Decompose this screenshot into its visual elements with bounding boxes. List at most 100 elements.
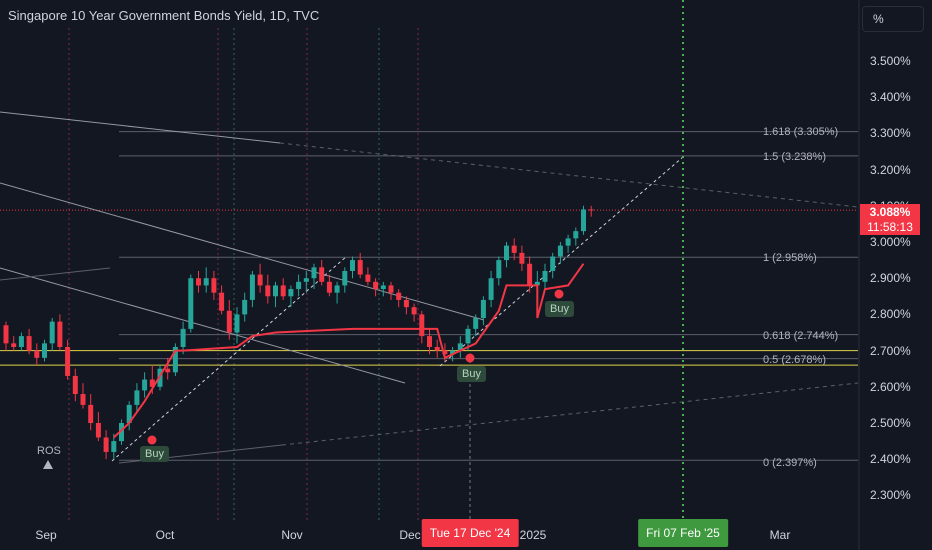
candle-body <box>80 394 86 405</box>
candle-body <box>442 350 448 355</box>
candle-body <box>534 281 540 286</box>
buy-signal-dot <box>465 353 475 363</box>
candle-body <box>527 263 533 286</box>
candle-body <box>411 307 417 315</box>
candle-body <box>196 278 201 286</box>
candle-body <box>396 292 402 300</box>
candle-body <box>203 278 209 286</box>
candle-body <box>519 252 525 264</box>
candle-body <box>311 267 317 279</box>
price-tick: 2.700% <box>870 343 911 358</box>
price-tick: 3.200% <box>870 162 911 177</box>
time-tick: Nov <box>281 528 303 542</box>
last-price-tag: 3.088% 11:58:13 <box>860 204 920 235</box>
candle-body <box>165 368 171 373</box>
candle-body <box>373 281 379 290</box>
candle-body <box>26 336 32 351</box>
buy-signal-label: Buy <box>457 366 486 382</box>
price-tick: 2.900% <box>870 271 911 286</box>
candle-body <box>242 299 248 315</box>
trend-line <box>0 111 281 144</box>
time-tick: Mar <box>769 528 791 542</box>
ros-marker-label: ROS <box>37 445 61 457</box>
trend-line-extension <box>281 382 859 446</box>
candle-body <box>296 281 302 290</box>
candle-body <box>573 231 579 239</box>
unit-button[interactable]: % <box>862 6 924 32</box>
candle-body <box>234 314 240 333</box>
candle-body <box>557 245 563 257</box>
buy-signal-label: Buy <box>545 301 574 317</box>
up-triangle-icon <box>43 460 53 469</box>
candle-body <box>488 278 494 300</box>
candle-body <box>11 343 17 347</box>
candle-body <box>480 299 486 319</box>
last-price-value: 3.088% <box>869 205 911 219</box>
buy-signal-dot <box>147 435 157 445</box>
fib-level-label: 1.618 (3.305%) <box>763 126 839 138</box>
candle-body <box>350 260 355 271</box>
fib-level-label: 0 (2.397%) <box>763 457 817 469</box>
candle-body <box>465 328 471 344</box>
buy-signal-dot <box>554 289 564 299</box>
trend-line <box>0 182 485 321</box>
candle-body <box>95 423 101 438</box>
candle-body <box>419 314 425 337</box>
candle-body <box>65 346 71 376</box>
candle-body <box>119 423 124 442</box>
candle-body <box>3 325 9 344</box>
candle-body <box>457 343 463 351</box>
candle-body <box>357 260 363 275</box>
projection-date-badge: Fri 07 Feb '25 <box>638 519 728 547</box>
chart-title: Singapore 10 Year Government Bonds Yield… <box>8 8 320 23</box>
time-tick: Dec <box>399 528 421 542</box>
fib-level-label: 0.618 (2.744%) <box>763 330 839 342</box>
candle-body <box>380 285 386 290</box>
price-tick: 3.400% <box>870 90 911 105</box>
trend-line-extension <box>279 142 859 208</box>
time-tick: Sep <box>35 528 57 542</box>
candle-body <box>581 209 586 232</box>
candle-body <box>111 441 117 452</box>
candle-body <box>365 274 371 282</box>
trend-line <box>0 267 406 384</box>
price-tick: 3.300% <box>870 126 911 141</box>
candle-body <box>72 375 78 395</box>
bar-countdown: 11:58:13 <box>867 220 913 234</box>
candle-body <box>565 238 571 246</box>
candle-body <box>550 256 556 271</box>
fib-trend-line <box>111 255 348 462</box>
candle-body <box>172 346 178 373</box>
price-tick: 2.600% <box>870 379 911 394</box>
candle-body <box>49 321 55 344</box>
candle-body <box>588 209 594 211</box>
fib-level-label: 1 (2.958%) <box>763 252 817 264</box>
price-tick: 2.300% <box>870 488 911 503</box>
candle-body <box>211 278 217 293</box>
candle-body <box>504 245 509 261</box>
candle-body <box>511 245 517 253</box>
candle-body <box>103 437 109 452</box>
price-tick: 3.000% <box>870 235 911 249</box>
supertrend-line <box>113 263 585 439</box>
candle-body <box>134 390 140 405</box>
price-tick: 2.500% <box>870 416 911 430</box>
candle-body <box>280 285 286 297</box>
trend-line <box>0 267 111 281</box>
fib-level-label: 1.5 (3.238%) <box>763 151 826 163</box>
candle-body <box>326 281 332 293</box>
candle-body <box>257 274 263 286</box>
candle-body <box>288 289 294 297</box>
candle-body <box>249 274 255 300</box>
candle-body <box>188 278 194 329</box>
candle-body <box>265 285 271 297</box>
candle-body <box>319 267 325 282</box>
candle-body <box>403 299 409 308</box>
candle-body <box>388 285 394 293</box>
candle-body <box>273 285 278 297</box>
price-tick: 2.800% <box>870 307 911 322</box>
candle-body <box>149 379 155 387</box>
time-tick: Oct <box>155 528 175 542</box>
candle-body <box>342 270 348 286</box>
candle-body <box>42 343 47 358</box>
